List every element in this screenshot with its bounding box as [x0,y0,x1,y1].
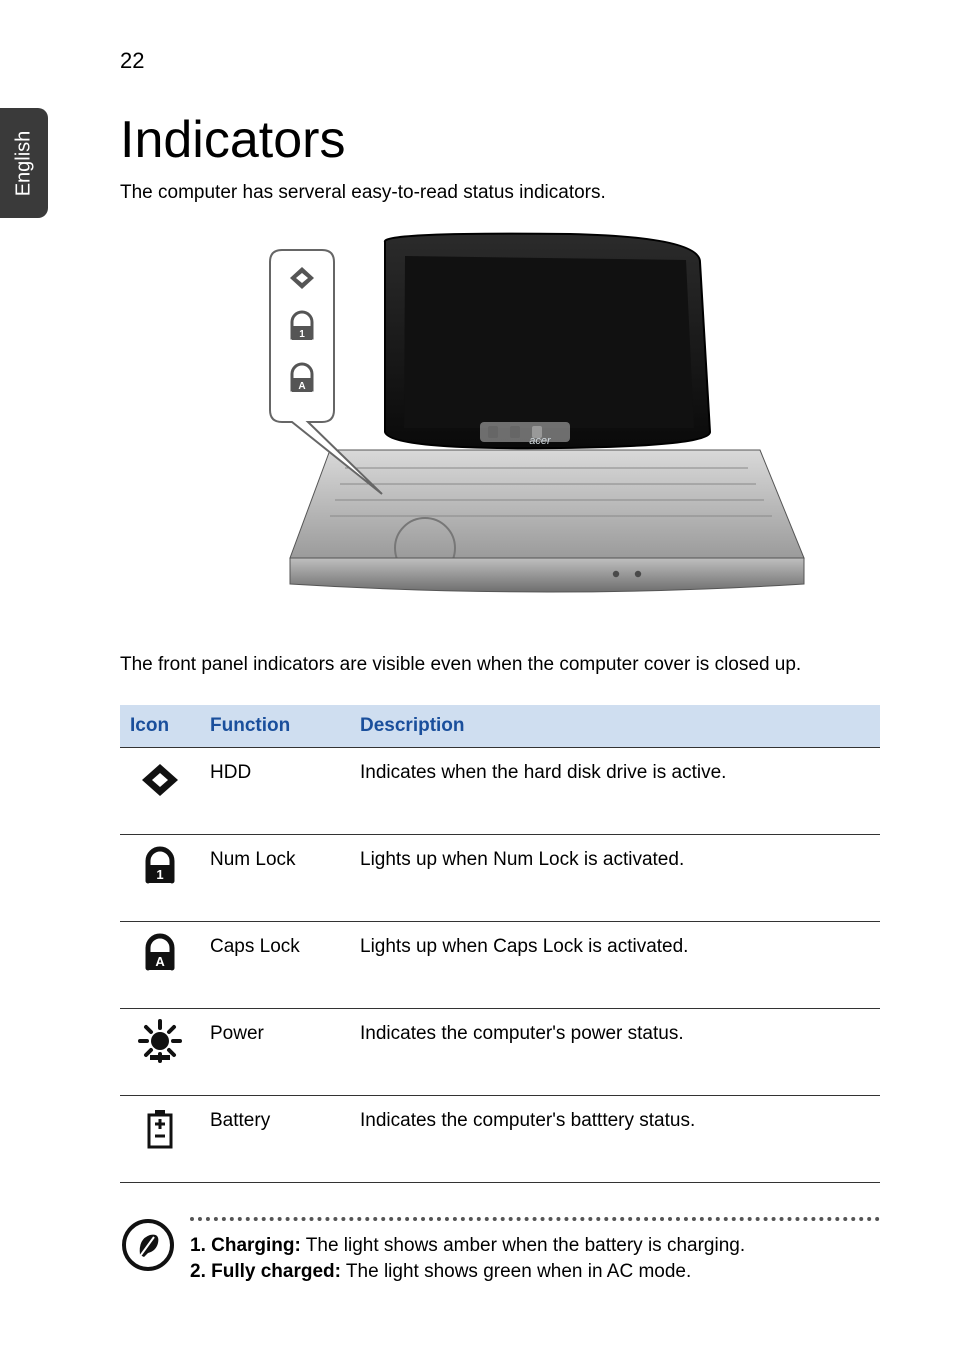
row-description: Indicates when the hard disk drive is ac… [350,748,880,835]
th-function: Function [200,705,350,748]
table-row: A Caps Lock Lights up when Caps Lock is … [120,922,880,1009]
note-line-1: 1. Charging: The light shows amber when … [190,1233,880,1259]
numlock-icon: 1 [120,835,200,922]
svg-text:A: A [155,954,165,969]
note-body: 1. Charging: The light shows amber when … [190,1217,880,1284]
note-block: 1. Charging: The light shows amber when … [120,1217,880,1284]
battery-icon [120,1096,200,1183]
language-tab-label: English [13,130,36,196]
th-description: Description [350,705,880,748]
th-icon: Icon [120,705,200,748]
note-text: The light shows green when in AC mode. [341,1261,691,1282]
post-figure-text: The front panel indicators are visible e… [120,652,880,678]
note-text: The light shows amber when the battery i… [301,1235,745,1256]
intro-text: The computer has serveral easy-to-read s… [120,180,880,206]
page-heading: Indicators [120,110,880,170]
row-description: Indicates the computer's power status. [350,1009,880,1096]
row-description: Lights up when Caps Lock is activated. [350,922,880,1009]
note-line-2: 2. Fully charged: The light shows green … [190,1259,880,1285]
svg-text:1: 1 [299,329,305,340]
row-function: Caps Lock [200,922,350,1009]
row-function: HDD [200,748,350,835]
note-divider [190,1217,880,1221]
row-description: Indicates the computer's batttery status… [350,1096,880,1183]
note-bold: 1. Charging: [190,1235,301,1256]
table-row: Battery Indicates the computer's battter… [120,1096,880,1183]
page-content: Indicators The computer has serveral eas… [120,110,880,1285]
note-icon [120,1217,176,1273]
capslock-icon: A [120,922,200,1009]
table-row: HDD Indicates when the hard disk drive i… [120,748,880,835]
row-description: Lights up when Num Lock is activated. [350,835,880,922]
row-function: Num Lock [200,835,350,922]
row-function: Battery [200,1096,350,1183]
svg-text:1: 1 [156,867,163,882]
note-bold: 2. Fully charged: [190,1261,341,1282]
power-icon [120,1009,200,1096]
row-function: Power [200,1009,350,1096]
laptop-figure: acer 1 A [180,232,820,622]
svg-text:acer: acer [529,435,552,447]
table-row: 1 Num Lock Lights up when Num Lock is ac… [120,835,880,922]
page-number: 22 [120,48,144,74]
language-tab: English [0,108,48,218]
table-row: Power Indicates the computer's power sta… [120,1009,880,1096]
hdd-icon [120,748,200,835]
svg-text:A: A [298,381,305,392]
indicators-table: Icon Function Description HDD Indicates … [120,705,880,1183]
